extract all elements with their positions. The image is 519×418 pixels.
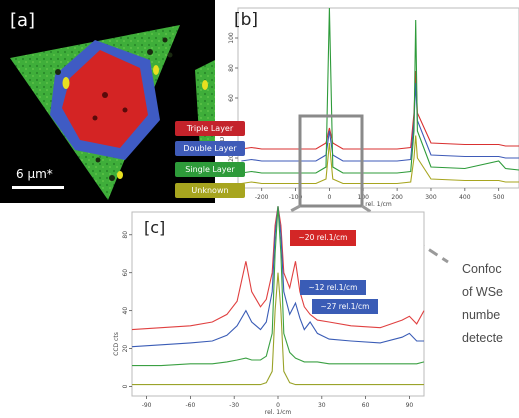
y-tick-label: 0 bbox=[122, 384, 129, 388]
x-tick-label: 200 bbox=[391, 194, 403, 201]
x-tick-label: 0 bbox=[327, 194, 331, 201]
x-tick-label: 30 bbox=[318, 402, 326, 409]
y-tick-label: 100 bbox=[228, 32, 235, 44]
annotation-20: ~20 rel.1/cm bbox=[290, 230, 356, 246]
x-tick-label: -90 bbox=[142, 402, 152, 409]
x-tick-label: 90 bbox=[406, 402, 414, 409]
y-tick-label: 20 bbox=[122, 345, 129, 353]
scale-bar bbox=[12, 186, 64, 189]
caption-line: detecte bbox=[462, 331, 504, 345]
series-line bbox=[131, 206, 425, 331]
plot-frame bbox=[131, 211, 425, 397]
x-axis-label: rel. 1/cm bbox=[365, 201, 392, 208]
annotation-27: ~27 rel.1/cm bbox=[312, 299, 378, 314]
x-tick-label: 300 bbox=[425, 194, 437, 201]
y-tick-label: 40 bbox=[122, 307, 129, 315]
legend-single-layer: Single Layer bbox=[175, 162, 245, 177]
panel-c-label: [c] bbox=[144, 218, 166, 237]
panel-c-zoom-spectra: -90 -60 -30 0 30 60 90 80 60 40 20 0 rel. 1/cm CCD ct… bbox=[110, 204, 428, 416]
caption-line: numbe bbox=[462, 308, 501, 322]
x-tick-label: -100 bbox=[289, 194, 303, 201]
x-tick-label: 0 bbox=[276, 402, 280, 409]
x-axis-label: rel. 1/cm bbox=[265, 409, 292, 414]
x-tick-label: -200 bbox=[255, 194, 269, 201]
plot-frame bbox=[237, 7, 519, 189]
y-tick-label: 20 bbox=[228, 154, 235, 162]
y-axis-label: CCD cts bbox=[113, 332, 120, 356]
x-tick-label: 500 bbox=[493, 194, 505, 201]
figure-caption: Confoc of WSe numbe detecte bbox=[462, 258, 519, 350]
x-tick-label: 400 bbox=[459, 194, 471, 201]
x-tick-label: -60 bbox=[185, 402, 195, 409]
series-line bbox=[131, 206, 424, 348]
annotation-12: ~12 rel.1/cm bbox=[300, 280, 366, 295]
legend-unknown: Unknown bbox=[175, 183, 245, 198]
y-tick-label: 80 bbox=[122, 231, 129, 239]
panel-b-label: [b] bbox=[234, 10, 259, 30]
y-tick-label: 60 bbox=[122, 269, 129, 277]
zoom-box bbox=[298, 114, 364, 208]
y-tick-label: 60 bbox=[228, 94, 235, 102]
legend-triple-layer: Triple Layer bbox=[175, 121, 245, 136]
series-line bbox=[132, 272, 424, 386]
x-tick-label: -30 bbox=[229, 402, 239, 409]
scale-bar-label: 6 µm* bbox=[16, 167, 53, 181]
panel-a-label: [a] bbox=[10, 10, 36, 31]
y-tick-label: 80 bbox=[228, 64, 235, 72]
legend-double-layer: Double Layer bbox=[175, 141, 245, 156]
y-axis-label: CCD cts bbox=[220, 126, 226, 150]
x-tick-label: 60 bbox=[362, 402, 370, 409]
caption-line: Confoc bbox=[462, 262, 502, 276]
series-line bbox=[132, 206, 425, 367]
caption-line: of WSe bbox=[462, 285, 503, 299]
